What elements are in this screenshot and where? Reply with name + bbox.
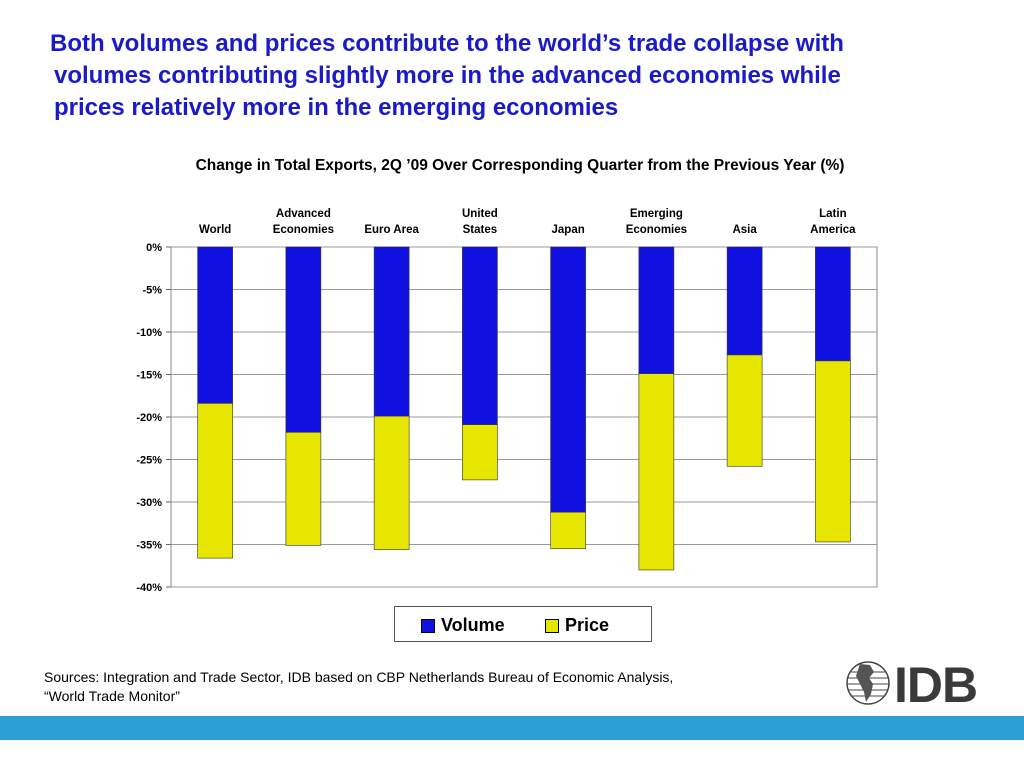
- globe-icon: [846, 661, 890, 705]
- bar-price: [550, 511, 586, 550]
- stacked-bar-chart: 0% -5% -10% -15% -20% -25% -30% -35% -40% World Ad…: [136, 208, 878, 594]
- category-label: States: [463, 224, 498, 236]
- y-tick-label: 0%: [146, 242, 162, 254]
- legend-swatch-volume: [421, 618, 435, 633]
- legend-item-volume: Volume: [421, 615, 505, 636]
- y-tick-label: -35%: [136, 540, 162, 552]
- y-tick-label: -25%: [136, 455, 162, 467]
- chart-legend: Volume Price: [394, 606, 652, 642]
- bar-volume: [550, 246, 586, 513]
- category-label: Euro Area: [364, 224, 419, 236]
- legend-label-price: Price: [565, 615, 610, 635]
- sources-line: “World Trade Monitor”: [44, 688, 180, 704]
- category-label: Emerging: [630, 208, 683, 220]
- bar-volume: [285, 246, 322, 433]
- bar-price: [815, 360, 851, 543]
- idb-logo: IDB: [846, 657, 978, 710]
- category-label: Advanced: [276, 208, 331, 220]
- category-label: America: [810, 224, 856, 236]
- bar-price: [285, 432, 322, 546]
- bar-volume: [373, 246, 410, 417]
- legend-label-volume: Volume: [441, 615, 505, 635]
- category-label: Latin: [819, 208, 846, 220]
- bar-volume: [726, 246, 763, 356]
- bar-volume: [197, 246, 233, 404]
- bar-volume: [462, 246, 498, 425]
- legend-item-price: Price: [545, 615, 609, 636]
- y-tick-label: -10%: [136, 327, 162, 339]
- y-tick-label: -30%: [136, 497, 162, 509]
- y-tick-label: -20%: [136, 412, 162, 424]
- slide-title-line: prices relatively more in the emerging e…: [54, 94, 619, 121]
- slide-title-line: volumes contributing slightly more in th…: [54, 62, 841, 89]
- bar-price: [462, 424, 498, 481]
- y-tick-label: -5%: [142, 285, 162, 297]
- bar-volume: [638, 246, 675, 374]
- category-label: Japan: [552, 224, 585, 236]
- bar-price: [638, 373, 675, 571]
- y-tick-label: -40%: [136, 582, 162, 594]
- category-label: United: [462, 208, 498, 220]
- chart-title: Change in Total Exports, 2Q ’09 Over Cor…: [195, 157, 845, 174]
- slide-title-line: Both volumes and prices contribute to th…: [50, 30, 844, 57]
- sources-note: Sources: Integration and Trade Sector, I…: [44, 668, 824, 706]
- bottom-bar: [0, 716, 1024, 740]
- legend-swatch-price: [545, 618, 559, 633]
- sources-line: Sources: Integration and Trade Sector, I…: [44, 669, 674, 685]
- slide-title: Both volumes and prices contribute to th…: [50, 28, 970, 124]
- category-label: World: [199, 224, 231, 236]
- bar-price: [373, 415, 410, 550]
- category-label: Economies: [273, 224, 334, 236]
- category-label: Asia: [732, 224, 757, 236]
- logo-text: IDB: [894, 657, 977, 710]
- category-label: Economies: [626, 224, 687, 236]
- bar-price: [726, 354, 763, 467]
- y-tick-label: -15%: [136, 370, 162, 382]
- bar-price: [197, 403, 233, 559]
- bar-volume: [815, 246, 851, 362]
